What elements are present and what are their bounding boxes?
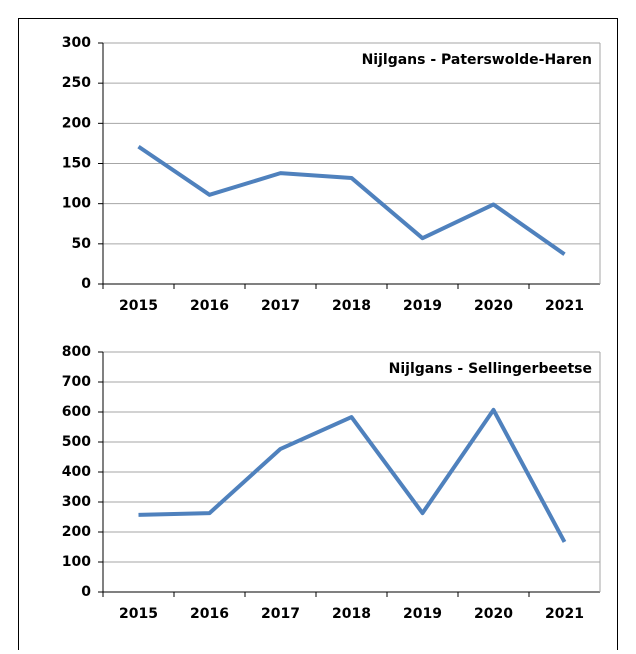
- y-tick-label: 50: [72, 236, 92, 252]
- y-tick-label: 800: [62, 344, 91, 360]
- line: [138, 407, 567, 543]
- x-tick-label: 2018: [332, 298, 371, 314]
- y-tick-label: 200: [62, 524, 91, 540]
- x-tick-label: 2017: [261, 606, 300, 622]
- y-tick-label: 600: [62, 404, 91, 420]
- y-tick-label: 100: [62, 196, 91, 212]
- line: [137, 144, 566, 256]
- y-tick-label: 300: [62, 494, 91, 510]
- y-tick-label: 150: [62, 156, 91, 172]
- x-tick-label: 2015: [119, 298, 158, 314]
- x-tick-label: 2020: [474, 298, 513, 314]
- chart-title: Nijlgans - Paterswolde-Haren: [362, 52, 592, 68]
- chart-title: Nijlgans - Sellingerbeetse: [389, 361, 592, 377]
- y-tick-label: 250: [62, 75, 91, 91]
- x-tick-label: 2019: [403, 298, 442, 314]
- x-tick-label: 2017: [261, 298, 300, 314]
- y-tick-label: 100: [62, 554, 91, 570]
- y-tick-label: 500: [62, 434, 91, 450]
- x-tick-label: 2020: [474, 606, 513, 622]
- x-tick-label: 2016: [190, 606, 229, 622]
- x-tick-label: 2018: [332, 606, 371, 622]
- y-tick-label: 700: [62, 374, 91, 390]
- x-tick-label: 2016: [190, 298, 229, 314]
- y-tick-label: 300: [62, 35, 91, 51]
- y-tick-label: 400: [62, 464, 91, 480]
- y-tick-label: 200: [62, 115, 91, 131]
- x-tick-label: 2015: [119, 606, 158, 622]
- x-tick-label: 2021: [545, 298, 584, 314]
- x-tick-label: 2019: [403, 606, 442, 622]
- y-tick-label: 0: [81, 584, 91, 600]
- frame: [18, 18, 618, 654]
- y-tick-label: 0: [81, 276, 91, 292]
- x-tick-label: 2021: [545, 606, 584, 622]
